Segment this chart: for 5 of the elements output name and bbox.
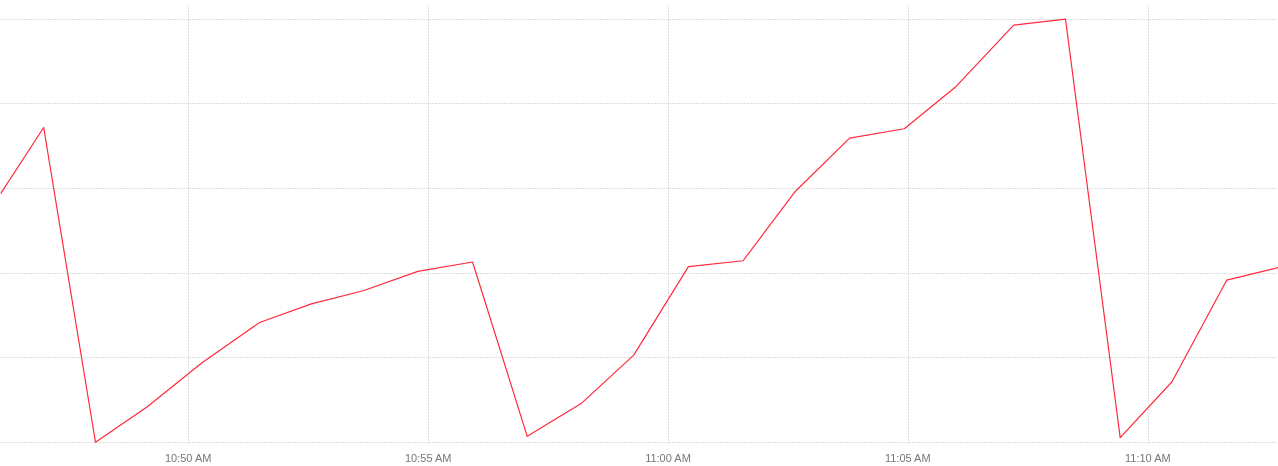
x-tick-label: 11:10 AM (1124, 451, 1171, 464)
x-tick-label: 10:55 AM (404, 451, 452, 464)
x-tick-label: 10:50 AM (164, 451, 212, 464)
x-tick-label: 11:05 AM (884, 451, 931, 464)
x-tick-label: 11:00 AM (645, 451, 691, 464)
